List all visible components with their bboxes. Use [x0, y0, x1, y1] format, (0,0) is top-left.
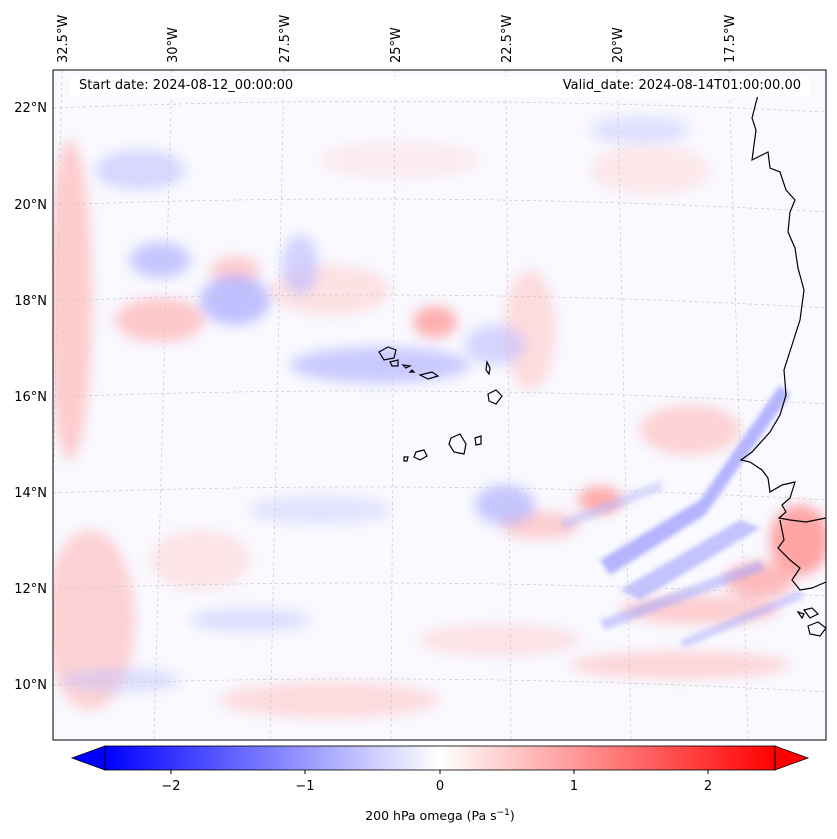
lat-label: 18°N	[14, 294, 47, 309]
lon-label: 20°W	[611, 27, 626, 63]
colorbar: −2 −1 0 1 2	[70, 745, 810, 794]
colorbar-tick-label: 0	[436, 779, 444, 794]
colorbar-tick-label: −1	[295, 779, 314, 794]
colorbar-tick-label: 1	[570, 779, 578, 794]
lat-label: 16°N	[14, 390, 47, 405]
colorbar-tick-label: −2	[161, 779, 180, 794]
colorbar-tick-label: 2	[704, 779, 712, 794]
colorbar-label: 200 hPa omega (Pa s−1)	[0, 808, 837, 823]
colorbar-label-text: 200 hPa omega (Pa s	[365, 808, 497, 824]
colorbar-label-close: )	[509, 808, 515, 824]
lon-label: 27.5°W	[278, 15, 293, 63]
date-strip	[70, 77, 810, 97]
colorbar-ticks	[170, 770, 709, 774]
lon-label: 22.5°W	[500, 15, 515, 63]
lon-labels: 32.5°W 30°W 27.5°W 25°W 22.5°W 20°W 17.5…	[56, 15, 738, 63]
lat-label: 20°N	[14, 198, 47, 213]
lat-label: 22°N	[14, 101, 47, 116]
colorbar-gradient	[105, 746, 775, 770]
lat-label: 12°N	[14, 582, 47, 597]
valid-date-label: Valid_date: 2024-08-14T01:00:00.00	[562, 78, 801, 93]
lon-label: 25°W	[389, 27, 404, 63]
colorbar-extend-low	[70, 745, 106, 771]
lat-label: 14°N	[14, 486, 47, 501]
lon-label: 17.5°W	[723, 15, 738, 63]
coastlines	[378, 94, 826, 637]
lat-labels: 22°N 20°N 18°N 16°N 14°N 12°N 10°N	[14, 101, 47, 693]
map-panel	[53, 70, 826, 740]
start-date-label: Start date: 2024-08-12_00:00:00	[79, 78, 294, 93]
map-frame	[52, 69, 827, 741]
lon-label: 30°W	[166, 27, 181, 63]
colorbar-extend-high	[774, 745, 810, 771]
gridlines	[53, 70, 826, 740]
lat-label: 10°N	[14, 678, 47, 693]
colorbar-label-exponent: −1	[496, 808, 510, 818]
ascent-band	[560, 385, 804, 648]
lon-label: 32.5°W	[56, 15, 71, 63]
